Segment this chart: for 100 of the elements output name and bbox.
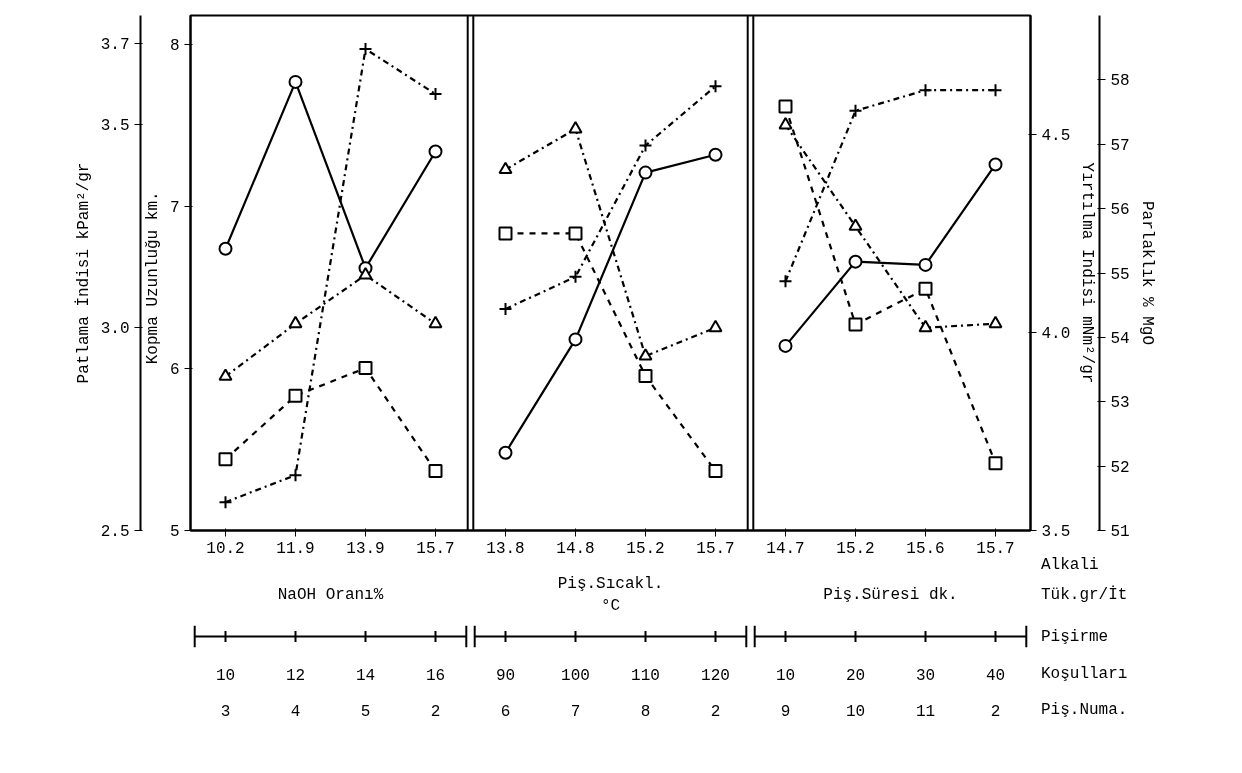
text: 2 xyxy=(990,702,1001,721)
point xyxy=(988,83,1003,98)
text: NaOH Oranı% xyxy=(277,586,384,605)
point xyxy=(988,315,1003,329)
y-axis-title: Kopma Uzunluğu km. xyxy=(143,191,162,365)
point xyxy=(218,452,233,467)
point xyxy=(288,74,303,89)
x-tick-label: 15.7 xyxy=(416,539,455,558)
x-tick-label: 10.2 xyxy=(206,539,245,558)
text: 90 xyxy=(495,666,516,685)
point xyxy=(848,254,863,269)
point xyxy=(778,99,793,114)
x-tick-label: 13.9 xyxy=(346,539,385,558)
text: 110 xyxy=(631,666,660,685)
point xyxy=(918,257,933,272)
point xyxy=(848,218,863,231)
point xyxy=(568,121,583,134)
point xyxy=(708,79,723,94)
y2-tick-label: 56 xyxy=(1110,201,1130,220)
point xyxy=(288,388,303,403)
y2-tick-label: 3.0 xyxy=(100,320,130,339)
point xyxy=(288,468,303,483)
point xyxy=(288,315,303,329)
point xyxy=(498,302,513,317)
point xyxy=(358,41,373,56)
point xyxy=(638,369,653,383)
point xyxy=(358,361,373,376)
x-tick-label: 15.2 xyxy=(836,539,875,558)
text: 20 xyxy=(845,666,866,685)
point xyxy=(778,274,793,289)
text: 8 xyxy=(640,702,651,721)
y2-tick-label: 58 xyxy=(1110,72,1130,91)
y-axis-title: Yırtılma Indisi mNm²/gr xyxy=(1078,162,1097,384)
x-tick-label: 11.9 xyxy=(276,539,315,558)
point xyxy=(498,445,513,460)
text: 10 xyxy=(845,702,866,721)
point xyxy=(638,165,653,180)
x-tick-label: 15.2 xyxy=(626,539,665,558)
x-tick-label: 14.7 xyxy=(766,539,805,558)
text: 100 xyxy=(561,666,590,685)
point xyxy=(638,348,653,361)
point xyxy=(918,319,933,333)
point xyxy=(708,464,723,479)
y2-tick-label: 51 xyxy=(1110,523,1130,541)
text: 10 xyxy=(775,666,796,685)
y2-tick-label: 3.7 xyxy=(100,36,130,55)
x-tick-label: 15.6 xyxy=(906,539,945,558)
text: Piş.Sıcakl. °C xyxy=(557,575,664,615)
text: Piş.Numa. xyxy=(1041,701,1128,720)
point xyxy=(778,117,793,130)
text: 16 xyxy=(425,666,446,685)
text: Pişirme Koşulları xyxy=(1041,627,1128,684)
point xyxy=(428,464,443,479)
text: Piş.Süresi dk. xyxy=(823,586,958,605)
x-tick-label: 14.8 xyxy=(556,539,595,558)
text: Alkali Tük.gr/İt xyxy=(1041,555,1128,605)
point xyxy=(498,226,513,241)
point xyxy=(778,338,793,353)
text: 3 xyxy=(220,702,231,721)
y-tick-label: 7 xyxy=(169,199,180,218)
text: 9 xyxy=(780,702,791,721)
text: 5 xyxy=(360,702,371,721)
y2-tick-label: 52 xyxy=(1110,458,1130,477)
y-tick-label: 3.5 xyxy=(1041,523,1071,541)
point xyxy=(428,87,443,102)
point xyxy=(708,147,723,162)
text: 10 xyxy=(215,666,236,685)
text: 12 xyxy=(285,666,306,685)
y2-tick-label: 55 xyxy=(1110,265,1130,284)
y-tick-label: 6 xyxy=(169,361,180,380)
y2-tick-label: 53 xyxy=(1110,394,1130,413)
y-tick-label: 8 xyxy=(169,37,180,56)
y2-tick-label: 3.5 xyxy=(100,117,130,136)
text: 7 xyxy=(570,702,581,721)
x-tick-label: 13.8 xyxy=(486,539,525,558)
point xyxy=(638,138,653,153)
point xyxy=(218,241,233,256)
point xyxy=(218,368,233,381)
text: 11 xyxy=(915,702,936,721)
text: 14 xyxy=(355,666,376,685)
y2-tick-label: 54 xyxy=(1110,329,1130,348)
y-tick-label: 5 xyxy=(169,523,180,541)
text: 4 xyxy=(290,702,301,721)
point xyxy=(568,226,583,241)
point xyxy=(498,161,513,175)
point xyxy=(568,269,583,284)
point xyxy=(428,315,443,329)
point xyxy=(358,267,373,280)
y2-tick-label: 57 xyxy=(1110,136,1130,155)
point xyxy=(848,317,863,332)
x-tick-label: 15.7 xyxy=(696,539,735,558)
text: 2 xyxy=(710,702,721,721)
text: 30 xyxy=(915,666,936,685)
text: 6 xyxy=(500,702,511,721)
point xyxy=(218,495,233,510)
point xyxy=(918,83,933,98)
x-tick-label: 15.7 xyxy=(976,539,1015,558)
y2-axis-title: Parlaklık % MgO xyxy=(1137,200,1156,346)
point xyxy=(568,332,583,347)
point xyxy=(428,144,443,159)
